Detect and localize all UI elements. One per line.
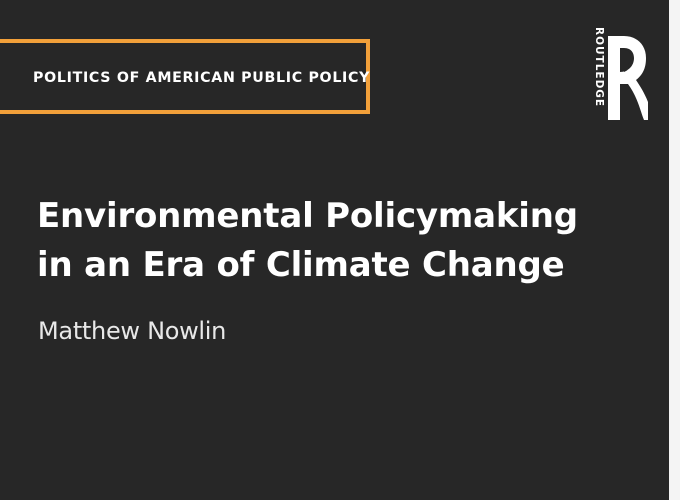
series-frame [0,39,370,114]
routledge-logo-icon [608,36,648,120]
title-line-2: in an Era of Climate Change [37,245,565,285]
page-edge [669,0,680,500]
author-name: Matthew Nowlin [38,317,227,345]
book-title: Environmental Policymaking in an Era of … [37,192,657,290]
title-line-1: Environmental Policymaking [37,196,578,236]
series-label: POLITICS OF AMERICAN PUBLIC POLICY [33,70,371,86]
